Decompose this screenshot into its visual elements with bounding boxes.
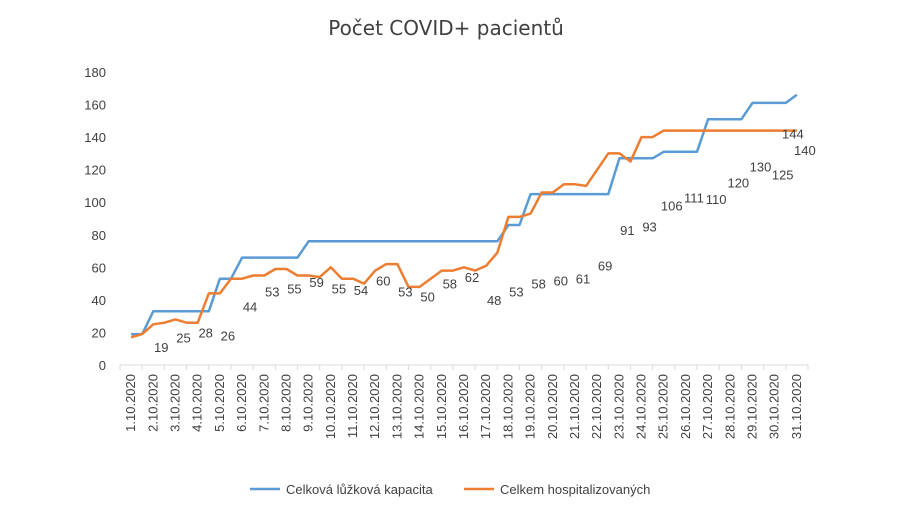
x-tick-label: 21.10.2020 [567, 374, 582, 439]
x-tick-label: 13.10.2020 [389, 374, 404, 439]
x-tick-label: 19.10.2020 [523, 374, 538, 439]
data-label: 130 [750, 159, 772, 174]
x-tick-label: 8.10.2020 [278, 374, 293, 432]
data-label: 93 [642, 220, 656, 235]
x-tick-label: 4.10.2020 [190, 374, 205, 432]
data-label: 26 [221, 329, 235, 344]
data-label: 106 [661, 198, 683, 213]
data-label: 69 [598, 259, 612, 274]
data-label: 140 [794, 143, 816, 158]
data-label: 91 [620, 223, 634, 238]
y-tick-label: 60 [92, 260, 106, 275]
data-label: 44 [243, 299, 257, 314]
legend-label-2: Celkem hospitalizovaných [500, 482, 650, 497]
data-labels: 19 25 28 26 44 53 55 59 55 54 60 53 50 58 62 48 53 58 60 61… [154, 127, 816, 355]
legend: Celková lůžková kapacita Celkem hospitali… [250, 482, 650, 497]
y-tick-label: 160 [84, 98, 106, 113]
x-tick-label: 25.10.2020 [656, 374, 671, 439]
data-label: 60 [376, 273, 390, 288]
data-label: 120 [727, 176, 749, 191]
data-label: 144 [782, 127, 804, 142]
x-tick-label: 29.10.2020 [745, 374, 760, 439]
data-label: 55 [287, 281, 301, 296]
series-line-2 [130, 129, 797, 339]
data-label: 54 [354, 283, 368, 298]
x-tick-label: 28.10.2020 [722, 374, 737, 439]
series-line-1 [131, 93, 798, 336]
data-label: 48 [487, 293, 501, 308]
chart-title: Počet COVID+ pacientů [328, 16, 564, 40]
data-label: 53 [265, 285, 279, 300]
legend-label-1: Celková lůžková kapacita [286, 482, 433, 497]
data-label: 60 [554, 273, 568, 288]
x-tick-label: 2.10.2020 [145, 374, 160, 432]
y-tick-label: 180 [84, 65, 106, 80]
x-tick-label: 23.10.2020 [611, 374, 626, 439]
x-tick-label: 30.10.2020 [767, 374, 782, 439]
data-label: 50 [420, 290, 434, 305]
y-tick-label: 140 [84, 130, 106, 145]
x-tick-label: 3.10.2020 [167, 374, 182, 432]
x-tick-label: 6.10.2020 [234, 374, 249, 432]
y-tick-label: 0 [99, 358, 106, 373]
x-tick-label: 27.10.2020 [700, 374, 715, 439]
data-label: 19 [154, 340, 168, 355]
series-lines [130, 93, 798, 339]
x-tick-label: 11.10.2020 [345, 374, 360, 438]
x-tick-label: 24.10.2020 [634, 374, 649, 439]
x-tick-label: 7.10.2020 [256, 374, 271, 432]
data-label: 62 [465, 270, 479, 285]
y-tick-label: 20 [92, 325, 106, 340]
x-tick-label: 22.10.2020 [589, 374, 604, 439]
y-tick-label: 40 [92, 293, 106, 308]
x-tick-label: 16.10.2020 [456, 374, 471, 439]
data-label: 125 [772, 168, 794, 183]
data-label: 111 [684, 190, 704, 205]
y-tick-label: 100 [84, 195, 106, 210]
data-label: 61 [576, 272, 590, 287]
x-tick-label: 12.10.2020 [367, 374, 382, 439]
x-tick-label: 20.10.2020 [545, 374, 560, 439]
x-tick-label: 1.10.2020 [123, 374, 138, 432]
data-label: 28 [198, 325, 212, 340]
x-tick-label: 15.10.2020 [434, 374, 449, 439]
x-tick-label: 14.10.2020 [412, 374, 427, 439]
x-tick-label: 17.10.2020 [478, 374, 493, 439]
x-tick-label: 5.10.2020 [212, 374, 227, 432]
data-label: 110 [706, 192, 727, 207]
x-tick-label: 31.10.2020 [789, 374, 804, 439]
data-label: 25 [176, 330, 190, 345]
y-tick-label: 120 [84, 163, 106, 178]
data-label: 59 [309, 275, 323, 290]
data-label: 58 [443, 277, 457, 292]
data-label: 53 [509, 285, 523, 300]
x-tick-label: 10.10.2020 [323, 374, 338, 439]
axes: 0 20 40 60 80 100 120 140 160 180 1.10.2020 2.10.20… [84, 65, 809, 439]
data-label: 53 [398, 285, 412, 300]
data-label: 55 [332, 281, 346, 296]
x-tick-label: 9.10.2020 [301, 374, 316, 432]
x-tick-label: 26.10.2020 [678, 374, 693, 439]
data-label: 58 [531, 277, 545, 292]
x-tick-label: 18.10.2020 [500, 374, 515, 439]
y-tick-label: 80 [92, 228, 106, 243]
